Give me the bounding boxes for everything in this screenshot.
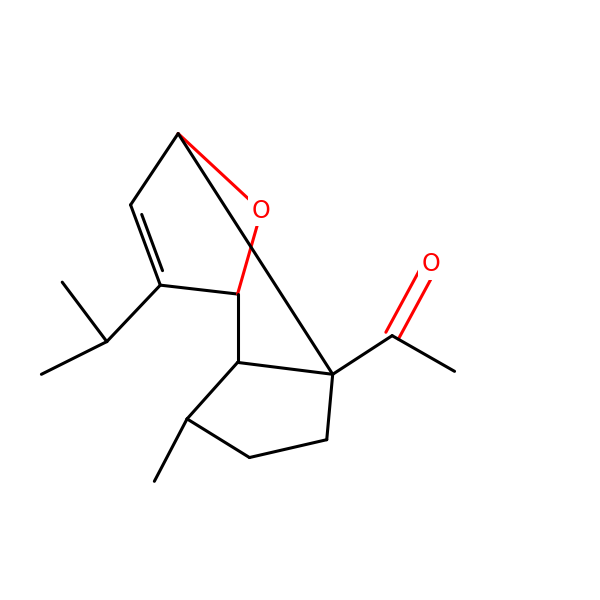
Text: O: O (252, 199, 271, 223)
Text: O: O (421, 253, 440, 277)
